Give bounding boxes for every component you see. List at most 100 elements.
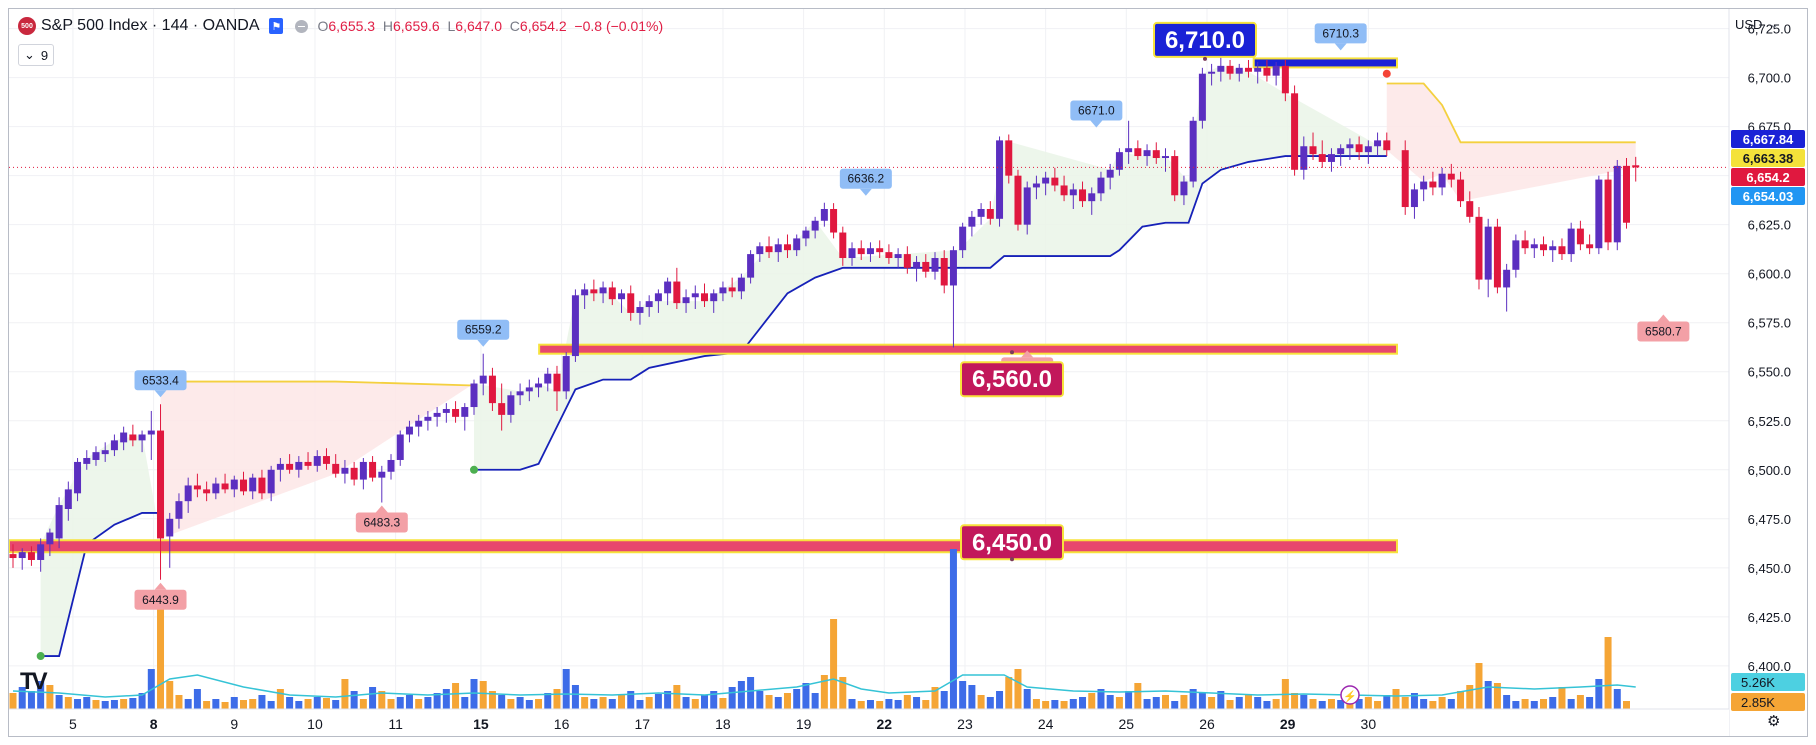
volume-bar [479, 681, 487, 709]
candle-body [1272, 65, 1280, 76]
candle-body [1475, 216, 1483, 280]
candle-body [1244, 67, 1252, 72]
time-tick-label: 25 [1119, 716, 1135, 732]
candle-body [110, 440, 118, 451]
volume-bar [55, 695, 63, 709]
volume-bar [488, 691, 496, 709]
candle-body [544, 373, 552, 384]
candle-body [203, 489, 211, 494]
candle-body [1042, 177, 1050, 184]
symbol-title[interactable]: S&P 500 Index · 144 · OANDA [41, 17, 260, 34]
candle-body [949, 250, 957, 286]
level-tag-text: 6,710.0 [1165, 27, 1245, 54]
volume-bar [848, 699, 856, 709]
volume-bar [516, 697, 524, 709]
candle-body [636, 307, 644, 313]
pivot-label-bg [134, 370, 187, 391]
price-tick-label: 6,700.0 [1748, 71, 1791, 86]
price-tick-label: 6,725.0 [1748, 22, 1791, 37]
candle-body [765, 246, 773, 253]
candle-body [147, 430, 155, 435]
currency-select[interactable]: USD ⌄ [1735, 16, 1779, 32]
candles [9, 57, 1640, 580]
candle-body [424, 416, 432, 421]
pivot-label-pointer [859, 188, 872, 196]
time-tick-label: 30 [1361, 716, 1377, 732]
candle-body [645, 301, 653, 308]
volume-bar [1364, 697, 1372, 709]
volume-bar [1291, 693, 1299, 709]
volume-bar [571, 685, 579, 709]
candle-body [1530, 244, 1538, 249]
settings-icon[interactable]: ⚙ [1767, 713, 1781, 730]
level-band [9, 539, 1398, 554]
candle-body [783, 244, 791, 251]
candle-body [737, 277, 745, 292]
pivot-label-text: 6580.7 [1645, 325, 1682, 339]
price-tick-label: 6,450.0 [1748, 561, 1791, 576]
volume-bar [1069, 699, 1077, 709]
volume-bar [830, 619, 838, 709]
candle-body [931, 258, 939, 272]
candle-body [1438, 173, 1446, 188]
volume-bar [553, 689, 561, 709]
volume-bar [820, 675, 828, 709]
candle-body [682, 297, 690, 304]
candle-body [405, 426, 413, 435]
candle-body [387, 459, 395, 472]
volume-bar [1540, 699, 1548, 709]
candle-body [1217, 65, 1225, 72]
minus-circle-icon[interactable] [295, 19, 309, 33]
price-tick-label: 6,600.0 [1748, 267, 1791, 282]
candle-body [986, 209, 994, 219]
candle-body [212, 483, 220, 494]
pivot-label-pointer [1021, 350, 1034, 358]
volume-bar [1457, 691, 1465, 709]
candle-body [341, 467, 349, 474]
volume-ma-line [12, 674, 1636, 698]
candle-body [1613, 165, 1621, 243]
supertrend-up-line [474, 155, 1387, 471]
volume-bar [581, 697, 589, 709]
candle-body [46, 532, 54, 545]
volume-bar [424, 697, 432, 709]
pivot-label-pointer [1657, 314, 1670, 322]
time-tick-label: 19 [796, 716, 812, 732]
time-tick-label: 18 [715, 716, 731, 732]
time-tick-label: 10 [307, 716, 323, 732]
tradingview-logo[interactable]: TV [20, 668, 48, 695]
candle-body [913, 261, 921, 268]
volume-bar [728, 687, 736, 709]
candle-body [1069, 189, 1077, 196]
volume-bar [1226, 700, 1234, 709]
candle-body [1576, 228, 1584, 245]
candle-body [1079, 189, 1087, 202]
chart-frame: 6533.46443.96483.36559.26636.26562.46671… [8, 8, 1808, 737]
flag-icon[interactable]: ⚑ [269, 18, 284, 34]
pivot-label-pointer [477, 339, 490, 347]
candle-body [461, 407, 469, 417]
price-tick-label: 6,475.0 [1748, 512, 1791, 527]
currency-label: USD [1735, 16, 1763, 32]
level-band [1252, 57, 1398, 69]
volume-bar [1125, 691, 1133, 709]
volume-bar [1244, 695, 1252, 709]
indicator-toggle[interactable]: ⌄ 9 [18, 44, 55, 66]
candle-body [848, 248, 856, 259]
candle-body [654, 293, 662, 302]
pivot-label-text: 6636.2 [847, 172, 884, 186]
time-tick-label: 24 [1038, 716, 1054, 732]
candle-body [258, 477, 266, 494]
candlestick-chart[interactable]: 6533.46443.96483.36559.26636.26562.46671… [9, 9, 1807, 736]
candle-body [507, 395, 515, 415]
candle-body [221, 483, 229, 490]
candle-body [1521, 240, 1529, 249]
volume-bar [1484, 681, 1492, 709]
volume-bar [1586, 697, 1594, 709]
volume-bar [1392, 689, 1400, 709]
volume-bar [1401, 697, 1409, 709]
pivot-label-pointer [1090, 120, 1103, 128]
volume-bar [1115, 697, 1123, 709]
candle-body [747, 254, 755, 278]
candle-body [83, 458, 91, 464]
